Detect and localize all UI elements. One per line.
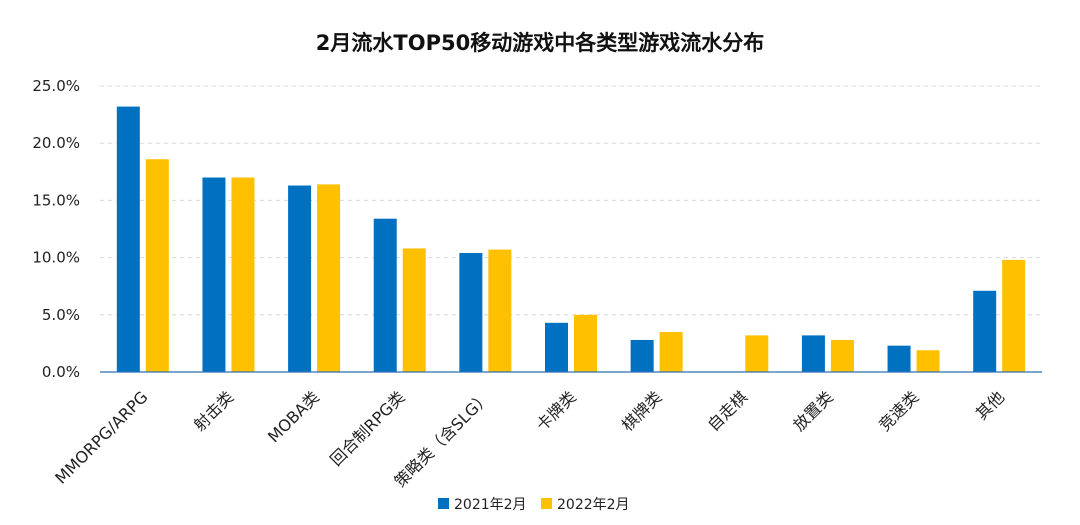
y-tick-label: 5.0% — [42, 306, 80, 324]
x-tick-label: 射击类 — [190, 387, 237, 434]
bar-series-2022-5 — [574, 314, 597, 372]
bar-series-2022-6 — [659, 331, 683, 372]
bar-series-2022-1 — [231, 177, 255, 372]
y-tick-label: 0.0% — [42, 363, 80, 381]
bar-series-2021-0 — [116, 106, 140, 372]
legend-swatch-2022 — [541, 498, 552, 509]
y-tick-label: 25.0% — [32, 77, 80, 95]
bar-series-2022-10 — [1002, 259, 1026, 372]
bar-series-2022-3 — [402, 248, 426, 372]
bar-series-2021-2 — [288, 185, 312, 372]
y-tick-label: 20.0% — [32, 134, 80, 152]
legend-label-2021: 2021年2月 — [454, 497, 527, 513]
bar-series-2021-3 — [373, 218, 397, 372]
bar-series-2022-2 — [317, 184, 341, 372]
x-tick-label: 棋牌类 — [618, 387, 665, 434]
bar-series-2021-1 — [202, 177, 226, 372]
x-tick-label: 回合制RPG类 — [326, 387, 408, 469]
bar-series-2021-9 — [887, 345, 911, 372]
chart-title: 2月流水TOP50移动游戏中各类型游戏流水分布 — [316, 31, 764, 55]
bar-series-2022-0 — [145, 159, 169, 372]
legend-layer: 2021年2月 2022年2月 — [438, 497, 630, 513]
bar-series-2021-4 — [459, 253, 483, 372]
x-tick-label: 竞速类 — [875, 387, 922, 434]
bar-series-2022-7 — [745, 335, 769, 372]
x-tick-label: MMORPG/ARPG — [51, 387, 151, 487]
bar-series-2022-8 — [830, 339, 854, 372]
bar-series-2021-10 — [973, 290, 997, 372]
y-tick-label: 10.0% — [32, 249, 80, 267]
bar-series-2021-6 — [630, 339, 654, 372]
x-tick-label: MOBA类 — [264, 387, 323, 446]
legend-swatch-2021 — [438, 498, 449, 509]
legend-label-2022: 2022年2月 — [557, 497, 630, 513]
bar-layer — [116, 106, 1026, 372]
bar-series-2022-4 — [488, 249, 512, 372]
grid-layer — [100, 85, 1042, 316]
x-tick-label: 放置类 — [789, 387, 836, 434]
axis-layer: 0.0% 5.0% 10.0% 15.0% 20.0% 25.0% — [32, 77, 1042, 381]
x-tick-label: 卡牌类 — [532, 387, 579, 434]
bar-series-2021-5 — [545, 322, 568, 372]
bar-series-2021-8 — [801, 335, 825, 372]
y-tick-label: 15.0% — [32, 191, 80, 209]
bar-series-2022-9 — [916, 350, 940, 372]
x-tick-label: 自走棋 — [704, 387, 751, 434]
x-tick-label: 其他 — [972, 387, 1008, 423]
